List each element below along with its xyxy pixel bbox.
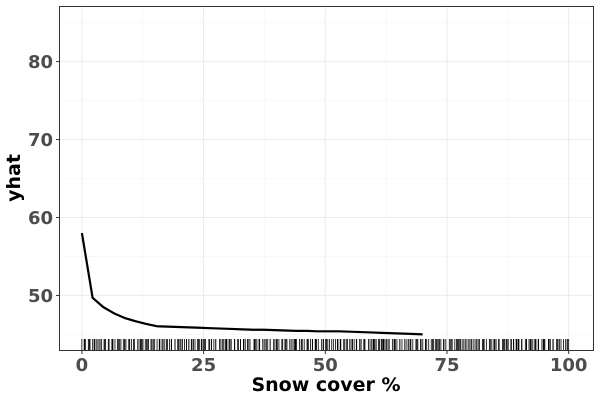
grid — [60, 7, 593, 350]
series-line — [80, 232, 423, 336]
x-tick-label: 25 — [191, 355, 216, 376]
y-axis: 50 60 70 80 — [28, 52, 60, 307]
y-tick-label: 50 — [28, 286, 53, 307]
x-tick-label: 75 — [434, 355, 459, 376]
x-tick-label: 50 — [313, 355, 338, 376]
x-axis: 0 25 50 75 100 — [76, 350, 588, 376]
line-series-group — [80, 232, 423, 336]
x-tick-label: 0 — [76, 355, 89, 376]
y-tick-label: 60 — [28, 208, 53, 229]
x-tick-label: 100 — [550, 355, 588, 376]
panel-border — [59, 6, 594, 351]
y-axis-title: yhat — [3, 154, 25, 202]
x-axis-title: Snow cover % — [251, 374, 400, 396]
y-tick-label: 70 — [28, 130, 53, 151]
rug-marks — [81, 339, 570, 350]
y-tick-label: 80 — [28, 52, 53, 73]
